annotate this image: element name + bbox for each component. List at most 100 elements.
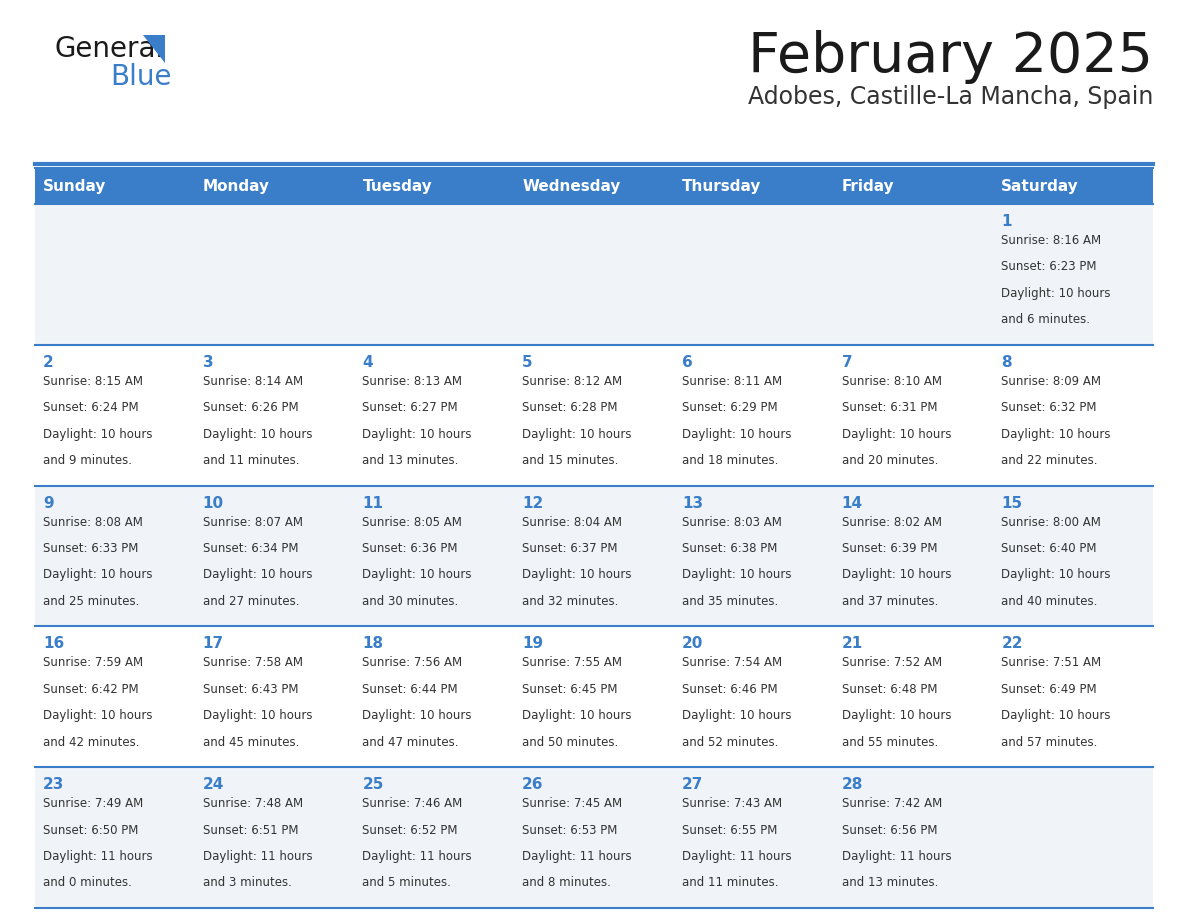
Text: Daylight: 11 hours: Daylight: 11 hours [841,850,952,863]
Bar [195,345,354,486]
Text: Daylight: 11 hours: Daylight: 11 hours [362,850,472,863]
Text: Sunset: 6:52 PM: Sunset: 6:52 PM [362,823,457,836]
Text: Sunset: 6:43 PM: Sunset: 6:43 PM [203,683,298,696]
Text: and 11 minutes.: and 11 minutes. [203,453,299,467]
Text: Sunset: 6:40 PM: Sunset: 6:40 PM [1001,542,1097,555]
Text: Sunset: 6:50 PM: Sunset: 6:50 PM [43,823,138,836]
Text: and 20 minutes.: and 20 minutes. [841,453,939,467]
Text: Sunrise: 8:00 AM: Sunrise: 8:00 AM [1001,516,1101,529]
Bar [34,168,195,204]
Bar [34,767,195,908]
Text: and 47 minutes.: and 47 minutes. [362,735,459,748]
Text: and 11 minutes.: and 11 minutes. [682,877,778,890]
Bar [514,767,674,908]
Text: Tuesday: Tuesday [362,178,432,194]
Text: Sunset: 6:37 PM: Sunset: 6:37 PM [523,542,618,555]
Bar [514,168,674,204]
Text: Daylight: 10 hours: Daylight: 10 hours [682,568,791,581]
Text: 4: 4 [362,354,373,370]
Text: and 6 minutes.: and 6 minutes. [1001,313,1091,326]
Text: Sunrise: 7:58 AM: Sunrise: 7:58 AM [203,656,303,669]
Text: and 13 minutes.: and 13 minutes. [362,453,459,467]
Text: Daylight: 10 hours: Daylight: 10 hours [203,568,312,581]
Text: Adobes, Castille-La Mancha, Spain: Adobes, Castille-La Mancha, Spain [747,85,1154,109]
Text: Sunset: 6:56 PM: Sunset: 6:56 PM [841,823,937,836]
Text: Saturday: Saturday [1001,178,1079,194]
Text: 26: 26 [523,778,544,792]
Text: 18: 18 [362,636,384,652]
Text: Sunrise: 8:12 AM: Sunrise: 8:12 AM [523,375,623,387]
Bar [354,345,514,486]
Bar [514,486,674,626]
Bar [354,767,514,908]
Text: 9: 9 [43,496,53,510]
Text: Daylight: 11 hours: Daylight: 11 hours [523,850,632,863]
Bar [34,626,195,767]
Bar [993,345,1154,486]
Text: February 2025: February 2025 [748,30,1154,84]
Text: Sunrise: 7:42 AM: Sunrise: 7:42 AM [841,797,942,811]
Bar [514,626,674,767]
Text: Daylight: 10 hours: Daylight: 10 hours [1001,710,1111,722]
Text: Sunrise: 8:11 AM: Sunrise: 8:11 AM [682,375,782,387]
Text: Sunset: 6:27 PM: Sunset: 6:27 PM [362,401,459,414]
Text: and 57 minutes.: and 57 minutes. [1001,735,1098,748]
Text: 8: 8 [1001,354,1012,370]
Text: and 37 minutes.: and 37 minutes. [841,595,939,608]
Text: and 42 minutes.: and 42 minutes. [43,735,139,748]
Text: Daylight: 10 hours: Daylight: 10 hours [682,710,791,722]
Text: and 30 minutes.: and 30 minutes. [362,595,459,608]
Text: and 0 minutes.: and 0 minutes. [43,877,132,890]
Text: Daylight: 10 hours: Daylight: 10 hours [203,710,312,722]
Bar [354,204,514,345]
Text: Sunset: 6:53 PM: Sunset: 6:53 PM [523,823,618,836]
Bar [674,767,834,908]
Text: Sunrise: 8:07 AM: Sunrise: 8:07 AM [203,516,303,529]
Text: Sunset: 6:36 PM: Sunset: 6:36 PM [362,542,457,555]
Text: Sunrise: 7:46 AM: Sunrise: 7:46 AM [362,797,462,811]
Bar [34,204,195,345]
Text: Sunrise: 8:05 AM: Sunrise: 8:05 AM [362,516,462,529]
Text: Daylight: 10 hours: Daylight: 10 hours [841,428,952,441]
Text: 15: 15 [1001,496,1023,510]
Text: Daylight: 10 hours: Daylight: 10 hours [1001,428,1111,441]
Text: 10: 10 [203,496,223,510]
Bar [834,767,993,908]
Text: General: General [55,35,164,63]
Bar [195,204,354,345]
Text: Daylight: 10 hours: Daylight: 10 hours [43,428,152,441]
Text: Sunrise: 8:10 AM: Sunrise: 8:10 AM [841,375,942,387]
Text: and 18 minutes.: and 18 minutes. [682,453,778,467]
Bar [354,168,514,204]
Text: Sunset: 6:24 PM: Sunset: 6:24 PM [43,401,139,414]
Text: Sunrise: 8:16 AM: Sunrise: 8:16 AM [1001,234,1101,247]
Text: 12: 12 [523,496,543,510]
Text: Sunset: 6:45 PM: Sunset: 6:45 PM [523,683,618,696]
Text: 24: 24 [203,778,225,792]
Bar [195,767,354,908]
Text: and 45 minutes.: and 45 minutes. [203,735,299,748]
Text: Sunrise: 8:04 AM: Sunrise: 8:04 AM [523,516,623,529]
Text: and 8 minutes.: and 8 minutes. [523,877,611,890]
Text: and 35 minutes.: and 35 minutes. [682,595,778,608]
Text: Sunset: 6:51 PM: Sunset: 6:51 PM [203,823,298,836]
Text: and 27 minutes.: and 27 minutes. [203,595,299,608]
Text: Sunrise: 7:59 AM: Sunrise: 7:59 AM [43,656,143,669]
Text: Sunset: 6:49 PM: Sunset: 6:49 PM [1001,683,1097,696]
Text: Daylight: 11 hours: Daylight: 11 hours [682,850,791,863]
Bar [993,767,1154,908]
Text: and 40 minutes.: and 40 minutes. [1001,595,1098,608]
Text: Sunset: 6:42 PM: Sunset: 6:42 PM [43,683,139,696]
Bar [834,626,993,767]
Text: Thursday: Thursday [682,178,762,194]
Text: 6: 6 [682,354,693,370]
Text: Sunrise: 8:14 AM: Sunrise: 8:14 AM [203,375,303,387]
Polygon shape [143,35,165,63]
Bar [674,204,834,345]
Text: Daylight: 11 hours: Daylight: 11 hours [43,850,152,863]
Text: and 52 minutes.: and 52 minutes. [682,735,778,748]
Text: and 25 minutes.: and 25 minutes. [43,595,139,608]
Bar [834,486,993,626]
Text: and 55 minutes.: and 55 minutes. [841,735,937,748]
Text: Daylight: 10 hours: Daylight: 10 hours [1001,568,1111,581]
